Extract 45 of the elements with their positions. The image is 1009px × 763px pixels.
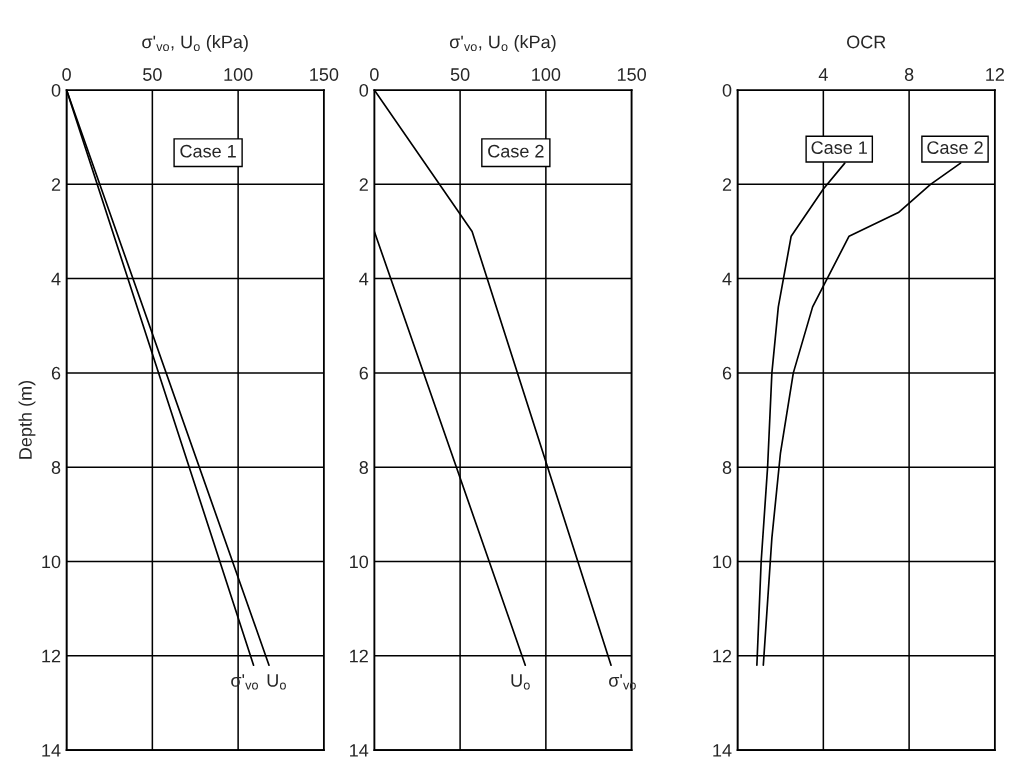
x-tick-label: 150 [617, 68, 646, 81]
y-tick-label: 6 [51, 366, 61, 380]
y-tick-label: 6 [722, 366, 732, 380]
annotation: Case 2 [488, 144, 544, 158]
x-tick-label: 100 [224, 68, 253, 81]
y-tick-label: 2 [359, 178, 368, 191]
x-tick-label: 50 [450, 68, 470, 81]
x-axis-title: σ'$_{vo}$, U$_{o}$ (kPa) [449, 35, 556, 52]
x-axis-title: OCR [847, 35, 886, 49]
y-tick-label: 4 [51, 272, 61, 286]
x-tick-label: 150 [310, 68, 339, 81]
y-tick-label: 8 [51, 461, 61, 474]
y-tick-label: 0 [359, 83, 369, 97]
x-axis-title: σ'$_{vo}$, U$_{o}$ (kPa) [142, 35, 248, 52]
annotation: Case 1 [180, 144, 236, 158]
y-tick-label: 12 [42, 649, 61, 663]
y-axis-title: Depth (m) [18, 381, 36, 459]
y-tick-label: 2 [722, 178, 732, 191]
y-tick-label: 4 [722, 272, 732, 286]
y-tick-label: 6 [359, 366, 368, 380]
y-tick-label: 2 [51, 178, 61, 191]
y-tick-label: 12 [713, 649, 732, 663]
series-label: Case 2 [927, 141, 983, 154]
x-tick-label: 0 [370, 68, 379, 81]
y-tick-label: 10 [713, 555, 732, 569]
x-tick-label: 50 [143, 68, 162, 81]
y-tick-label: 8 [359, 461, 368, 474]
y-tick-label: 0 [51, 83, 61, 97]
x-tick-label: 100 [532, 68, 561, 81]
y-tick-label: 10 [350, 555, 369, 569]
x-tick-label: 8 [904, 68, 914, 81]
y-tick-label: 12 [350, 649, 368, 663]
y-tick-label: 0 [722, 83, 732, 97]
x-tick-label: 12 [986, 68, 1005, 81]
series-label: U$_{o}$ [511, 674, 530, 690]
y-tick-label: 4 [359, 272, 369, 286]
x-tick-label: 0 [62, 68, 71, 81]
series-label: Case 1 [811, 141, 867, 154]
y-tick-label: 8 [722, 461, 732, 474]
series-label: U$_{o}$ [267, 674, 286, 690]
y-tick-label: 10 [42, 555, 61, 569]
y-tick-label: 14 [42, 744, 61, 757]
y-tick-label: 14 [713, 744, 732, 757]
x-tick-label: 4 [818, 68, 828, 81]
y-tick-label: 14 [350, 744, 369, 757]
